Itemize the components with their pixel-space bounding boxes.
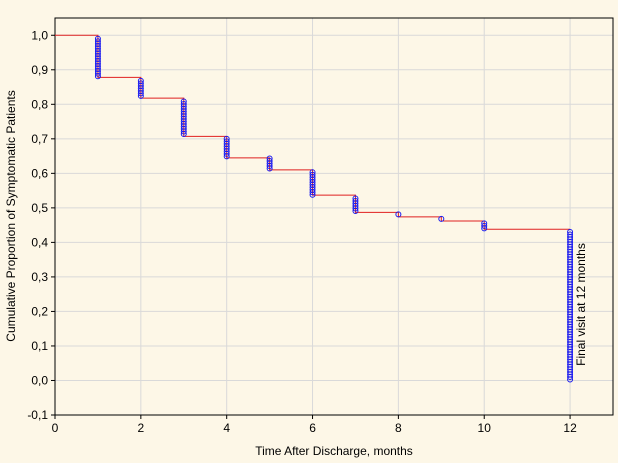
censored-marker: [180, 131, 187, 138]
y-tick-label: 0,5: [31, 201, 48, 215]
censored-marker: [94, 70, 101, 77]
axis-ticks: 0 2 4 6 8 10 12 -0,1 0,0 0,1 0,2 0,3 0,4 0,5 0,6 0,7 0,8…: [27, 28, 577, 435]
censored-marker: [309, 189, 316, 196]
survival-step-line: [55, 34, 571, 230]
y-tick-label: 0,7: [31, 132, 48, 146]
censored-marker: [266, 163, 273, 170]
y-tick-label: 1,0: [31, 28, 48, 42]
censored-marker: [567, 374, 574, 381]
x-tick-label: 12: [563, 421, 577, 435]
x-tick-label: 8: [395, 421, 402, 435]
censored-marker: [567, 376, 574, 383]
censored-marker: [137, 92, 144, 99]
grid-lines: [55, 18, 613, 416]
x-tick-label: 4: [223, 421, 230, 435]
y-tick-label: 0,2: [31, 304, 48, 318]
y-tick-label: 0,6: [31, 166, 48, 180]
censored-marker: [352, 205, 359, 212]
censored-marker: [481, 225, 488, 232]
annotation-final-visit: Final visit at 12 months: [574, 243, 588, 366]
censored-marker: [438, 215, 445, 222]
censored-marker: [137, 90, 144, 97]
y-tick-label: -0,1: [27, 408, 48, 422]
y-tick-label: 0,8: [31, 97, 48, 111]
censored-markers: [94, 35, 574, 383]
censored-marker: [352, 208, 359, 215]
censored-marker: [94, 73, 101, 80]
censored-marker: [309, 191, 316, 198]
y-axis-label: Cumulative Proportion of Symptomatic Pat…: [4, 90, 18, 341]
y-tick-label: 0,0: [31, 373, 48, 387]
y-tick-label: 0,3: [31, 270, 48, 284]
x-tick-label: 2: [138, 421, 145, 435]
x-tick-label: 6: [309, 421, 316, 435]
x-tick-label: 10: [478, 421, 492, 435]
censored-marker: [223, 153, 230, 160]
plot-frame: [54, 17, 614, 416]
censored-marker: [266, 165, 273, 172]
y-tick-label: 0,9: [31, 63, 48, 77]
y-tick-label: 0,4: [31, 235, 48, 249]
x-tick-label: 0: [52, 421, 59, 435]
censored-marker: [180, 128, 187, 135]
censored-marker: [481, 222, 488, 229]
x-axis-label: Time After Discharge, months: [255, 444, 413, 458]
annotations: Final visit at 12 months: [574, 243, 588, 366]
censored-marker: [395, 211, 402, 218]
censored-marker: [223, 150, 230, 157]
y-tick-label: 0,1: [31, 339, 48, 353]
step-curve: [55, 34, 571, 230]
